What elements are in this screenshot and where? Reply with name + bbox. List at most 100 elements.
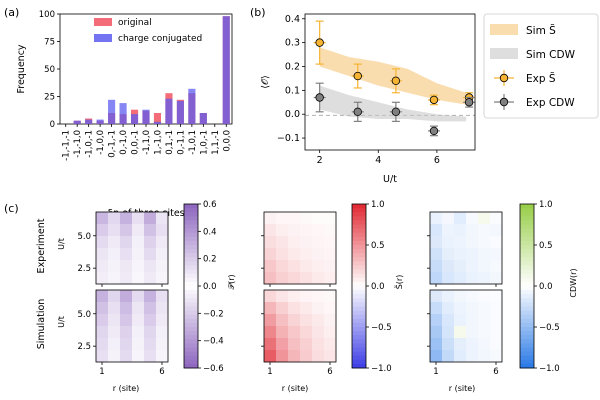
colorbar-segment (184, 212, 198, 217)
heatmap-cell (430, 212, 443, 225)
a-xtick-label: 0,-1,0 (119, 130, 129, 155)
heatmap-ylabel-p: 𝒫(r) (227, 274, 236, 289)
row-label-experiment: Experiment (36, 218, 47, 273)
heatmap-cell (276, 248, 289, 261)
colorbar-segment (520, 257, 534, 262)
colorbar-segment (520, 310, 534, 316)
colorbar-segment (352, 310, 366, 316)
heatmap-cell (144, 314, 157, 327)
panel-b-ylabel: ⟨𝒪⟩ (260, 75, 271, 88)
colorbar-segment (352, 351, 366, 357)
heatmap-cell (300, 302, 313, 315)
heatmap-cell (96, 224, 109, 237)
heatmap-cell (276, 338, 289, 351)
colorbar-segment (520, 277, 534, 283)
heatmap-cell (96, 314, 109, 327)
heatmap-cell (108, 212, 121, 225)
heatmap-cell (324, 338, 337, 351)
colorbar-segment (352, 355, 366, 361)
a-xtick-label: 1,-1,0 (153, 130, 163, 155)
colorbar-tick-label: 0.5 (371, 241, 385, 251)
heatmap-cell (132, 272, 145, 285)
heatmap-cell (454, 260, 467, 273)
colorbar-segment (184, 310, 198, 316)
panel-a-xticks: -1,-1,-1 -1,-1,0 -1,0,-1 -1,0,0 0,-1,-1 0,-1,… (62, 124, 232, 161)
colorbar-segment (520, 212, 534, 217)
colorbar-segment (184, 347, 198, 352)
heatmap-cell (156, 290, 169, 303)
heatmap-ytick-label: 2.5 (77, 342, 91, 352)
heatmap-cell (300, 326, 313, 339)
heatmap-cell (312, 224, 325, 237)
a-xtick-label: 0,0,0 (222, 130, 232, 152)
panel-a-ylabel: Frequency (16, 44, 27, 93)
heatmap-cell (108, 290, 121, 303)
heatmap-cell (264, 314, 277, 327)
heatmap-cell (120, 272, 133, 285)
colorbar-segment (352, 269, 366, 275)
heatmap-cell (490, 314, 503, 327)
heatmap-cell (96, 290, 109, 303)
a-legend-swatch (94, 34, 112, 42)
heatmap-cell (288, 224, 301, 237)
heatmap-cell (276, 290, 289, 303)
heatmap-cell (108, 224, 121, 237)
heatmap-cell (324, 302, 337, 315)
colorbar-segment (184, 335, 198, 340)
heatmap-cell (442, 338, 455, 351)
heatmap-cell (132, 290, 145, 303)
heatmap-cell (430, 326, 443, 339)
heatmap-cell (466, 314, 479, 327)
colorbar-segment (184, 204, 198, 209)
heatmap-xtick-label: 1 (267, 367, 272, 377)
heatmap-cell (288, 350, 301, 363)
colorbar-segment (352, 204, 366, 209)
b-legend-marker (499, 97, 509, 107)
heatmap-cell (132, 350, 145, 363)
colorbar-segment (520, 339, 534, 344)
heatmap-cell (466, 326, 479, 339)
heatmap-ylabel-s: S̃(r) (394, 275, 404, 290)
b-point-cdw (391, 107, 401, 117)
b-legend-marker (499, 73, 509, 83)
heatmap-cell (312, 272, 325, 285)
a-bar-conjugated (85, 119, 93, 124)
heatmap-cell (300, 350, 313, 363)
heatmap-cell (300, 212, 313, 225)
heatmap-cell (442, 326, 455, 339)
colorbar-segment (520, 343, 534, 348)
heatmap-cell (120, 314, 133, 327)
colorbar-segment (352, 302, 366, 307)
heatmap-cell (108, 338, 121, 351)
heatmap-cell (108, 236, 121, 249)
heatmap-cell (466, 302, 479, 315)
panel-label-b: (b) (250, 6, 266, 19)
a-bar-conjugated (130, 114, 139, 124)
heatmap-cell (96, 248, 109, 261)
colorbar-segment (184, 257, 198, 262)
heatmap-cell (478, 260, 491, 273)
b-xtick-label: 4 (375, 155, 381, 166)
heatmap-frame (263, 211, 337, 285)
heatmap-cell (288, 302, 301, 315)
heatmap-cell (264, 212, 277, 225)
heatmap-cell (478, 338, 491, 351)
a-xtick-label: -1,1,0 (142, 130, 152, 155)
heatmap-cell (132, 260, 145, 273)
heatmap-cell (156, 248, 169, 261)
b-legend-swatch (490, 24, 518, 35)
colorbar-segment (184, 277, 198, 283)
heatmap-cell (490, 302, 503, 315)
panel-c-heatmaps: Experiment Simulation U/t U/t r (site) r… (36, 200, 578, 393)
heatmap-cell (454, 326, 467, 339)
heatmap-cell (156, 326, 169, 339)
heatmap-cell (120, 224, 133, 237)
a-xtick-label: -1,-1,0 (73, 130, 83, 158)
heatmap-cell (276, 272, 289, 285)
heatmap-cell (96, 236, 109, 249)
colorbar-segment (184, 327, 198, 332)
colorbar-segment (520, 273, 534, 279)
heatmap-cell (144, 236, 157, 249)
a-bar-conjugated (142, 109, 150, 124)
heatmap-cell (442, 290, 455, 303)
